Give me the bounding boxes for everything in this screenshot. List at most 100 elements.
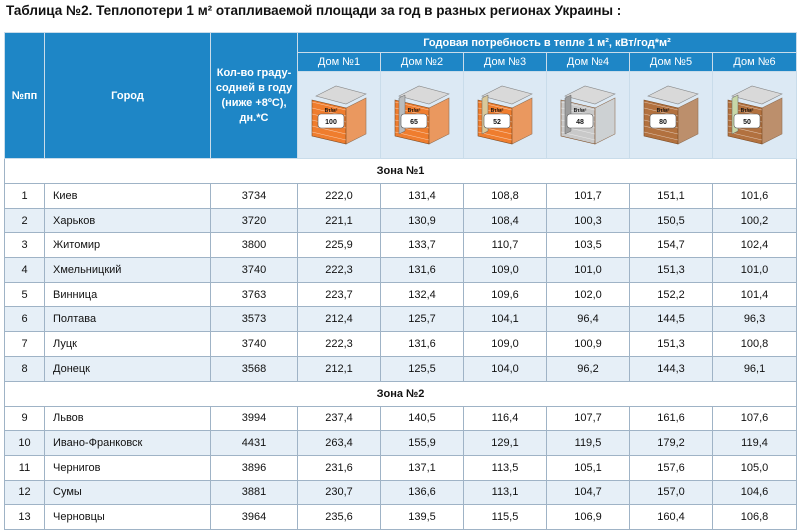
house-4-demand: 107,7 (546, 405, 630, 432)
degree-days: 3763 (210, 281, 298, 308)
house-4-demand: 119,5 (546, 430, 630, 456)
house-6-demand: 102,4 (711, 232, 798, 259)
house-2-wall-illustration: 65 Вт/м² (380, 71, 464, 159)
degree-days: 3720 (210, 207, 298, 234)
degree-days: 3740 (210, 331, 298, 357)
house-1-demand: 222,0 (297, 183, 381, 209)
house-2-demand: 130,9 (380, 207, 464, 234)
house-3-demand: 104,0 (463, 355, 547, 382)
house-2-demand: 139,5 (380, 504, 464, 530)
degree-days: 3734 (210, 183, 298, 209)
degree-days: 3881 (210, 479, 298, 506)
house-1-demand: 231,6 (297, 454, 381, 481)
degree-days: 3964 (210, 504, 298, 530)
house-4-demand: 101,0 (546, 257, 630, 283)
city-name: Львов (44, 405, 211, 432)
city-name: Хмельницкий (44, 257, 211, 283)
house-3-wall-illustration: 52 Вт/м² (463, 71, 547, 159)
table-row: 8 Донецк 3568 212,1 125,5 104,0 96,2 144,3 96,1 (4, 355, 798, 382)
house-2-demand: 155,9 (380, 430, 464, 456)
row-number: 6 (4, 306, 45, 333)
city-name: Донецк (44, 355, 211, 382)
table-row: 1 Киев 3734 222,0 131,4 108,8 101,7 151,1 101,6 (4, 183, 798, 209)
house-6-demand: 101,6 (711, 183, 798, 209)
row-number: 11 (4, 454, 45, 481)
wall-section-icon: 52 Вт/м² (477, 85, 533, 145)
header-house-6: Дом №6 (711, 52, 798, 72)
table-row: 7 Луцк 3740 222,3 131,6 109,0 100,9 151,3 100,8 (4, 331, 798, 357)
house-6-demand: 105,0 (711, 454, 798, 481)
house-5-demand: 157,6 (629, 454, 713, 481)
house-5-demand: 152,2 (629, 281, 713, 308)
header-number: №пп (4, 32, 45, 159)
house-5-demand: 151,3 (629, 331, 713, 357)
house-6-demand: 107,6 (711, 405, 798, 432)
house-6-demand: 101,4 (711, 281, 798, 308)
house-5-demand: 151,3 (629, 257, 713, 283)
house-heat-unit: Вт/м² (657, 108, 670, 114)
house-4-demand: 100,3 (546, 207, 630, 234)
city-name: Черновцы (44, 504, 211, 530)
house-3-demand: 109,0 (463, 331, 547, 357)
house-5-demand: 144,5 (629, 306, 713, 333)
house-heat-value: 65 (410, 119, 418, 126)
house-3-demand: 115,5 (463, 504, 547, 530)
wall-section-icon: 80 Вт/м² (643, 85, 699, 145)
row-number: 2 (4, 207, 45, 234)
city-name: Чернигов (44, 454, 211, 481)
row-number: 9 (4, 405, 45, 432)
house-6-demand: 96,3 (711, 306, 798, 333)
house-heat-value: 48 (576, 119, 584, 126)
city-name: Луцк (44, 331, 211, 357)
house-1-demand: 222,3 (297, 331, 381, 357)
house-1-demand: 237,4 (297, 405, 381, 432)
city-name: Харьков (44, 207, 211, 234)
degree-days: 3800 (210, 232, 298, 259)
house-1-demand: 222,3 (297, 257, 381, 283)
house-4-demand: 101,7 (546, 183, 630, 209)
table-row: 11 Чернигов 3896 231,6 137,1 113,5 105,1 157,6 1… (4, 454, 798, 481)
wall-section-icon: 50 Вт/м² (727, 85, 783, 145)
house-6-demand: 119,4 (711, 430, 798, 456)
house-4-demand: 106,9 (546, 504, 630, 530)
house-6-wall-illustration: 50 Вт/м² (711, 71, 798, 159)
degree-days: 3994 (210, 405, 298, 432)
house-5-demand: 179,2 (629, 430, 713, 456)
wall-section-icon: 100 Вт/м² (311, 85, 367, 145)
heat-loss-table: №пп Город Кол-во граду-содней в году (ни… (3, 32, 798, 530)
house-1-demand: 225,9 (297, 232, 381, 259)
house-6-demand: 96,1 (711, 355, 798, 382)
house-heat-unit: Вт/м² (740, 108, 753, 114)
row-number: 4 (4, 257, 45, 283)
wall-section-icon: 48 Вт/м² (560, 85, 616, 145)
house-3-demand: 109,6 (463, 281, 547, 308)
house-3-demand: 113,1 (463, 479, 547, 506)
table-row: 13 Черновцы 3964 235,6 139,5 115,5 106,9 160,4 1… (4, 504, 798, 530)
table-row: 6 Полтава 3573 212,4 125,7 104,1 96,4 144,5 96,3 (4, 306, 798, 333)
table-row: 3 Житомир 3800 225,9 133,7 110,7 103,5 154,7 102… (4, 232, 798, 259)
house-2-demand: 136,6 (380, 479, 464, 506)
house-5-demand: 160,4 (629, 504, 713, 530)
house-3-demand: 113,5 (463, 454, 547, 481)
house-heat-value: 52 (493, 119, 501, 126)
degree-days: 3896 (210, 454, 298, 481)
city-name: Сумы (44, 479, 211, 506)
degree-days: 3740 (210, 257, 298, 283)
house-heat-unit: Вт/м² (574, 108, 587, 114)
table-row: 2 Харьков 3720 221,1 130,9 108,4 100,3 150,5 100… (4, 207, 798, 234)
row-number: 8 (4, 355, 45, 382)
header-house-3: Дом №3 (463, 52, 547, 72)
house-5-demand: 154,7 (629, 232, 713, 259)
house-3-demand: 129,1 (463, 430, 547, 456)
house-3-demand: 104,1 (463, 306, 547, 333)
house-2-demand: 131,6 (380, 331, 464, 357)
house-1-demand: 230,7 (297, 479, 381, 506)
city-name: Полтава (44, 306, 211, 333)
row-number: 10 (4, 430, 45, 456)
row-number: 13 (4, 504, 45, 530)
house-1-demand: 212,4 (297, 306, 381, 333)
header-house-2: Дом №2 (380, 52, 464, 72)
zone-header: Зона №2 (3, 380, 798, 407)
house-4-demand: 102,0 (546, 281, 630, 308)
house-heat-value: 50 (743, 119, 751, 126)
